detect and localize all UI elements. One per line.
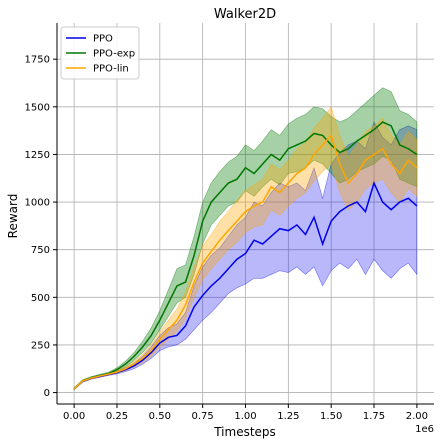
band-ppo (73, 121, 418, 391)
y-tick-label: 250 (31, 340, 50, 351)
y-tick-label: 1000 (25, 198, 50, 209)
x-tick-label: 1.50 (320, 411, 342, 422)
y-tick-label: 1500 (25, 102, 50, 113)
chart-title: Walker2D (214, 7, 276, 22)
x-tick-label: 0.00 (63, 411, 85, 422)
confidence-bands (73, 87, 418, 391)
x-tick-label: 1.75 (363, 411, 385, 422)
grid (57, 23, 434, 404)
y-ticks: 0 250 500 750 1000 1250 1500 1750 (25, 55, 57, 399)
y-tick-label: 1750 (25, 55, 50, 66)
x-axis-label: Timesteps (213, 425, 276, 439)
y-axis-label: Reward (6, 194, 20, 239)
band-ppo-lin (73, 106, 418, 391)
legend-box (60, 26, 140, 80)
x-tick-label: 1.00 (234, 411, 256, 422)
legend-label-ppo-lin: PPO-lin (93, 64, 129, 75)
x-tick-label: 0.50 (149, 411, 171, 422)
line-ppo (73, 180, 418, 390)
x-tick-label: 1.25 (277, 411, 299, 422)
x-tick-label: 0.75 (192, 411, 214, 422)
y-tick-label: 750 (31, 245, 50, 256)
y-tick-label: 500 (31, 293, 50, 304)
x-tick-label: 2.00 (406, 411, 428, 422)
y-tick-label: 1250 (25, 150, 50, 161)
legend: PPO PPO-exp PPO-lin (60, 26, 140, 80)
line-ppo-lin (73, 133, 418, 390)
x-tick-label: 0.25 (106, 411, 128, 422)
line-ppo-exp (73, 121, 418, 390)
series-lines (73, 121, 418, 390)
x-offset-label: 1e6 (415, 424, 434, 435)
legend-label-ppo-exp: PPO-exp (93, 49, 135, 60)
x-ticks: 0.00 0.25 0.50 0.75 1.00 1.25 1.50 1.75 2.00 (63, 404, 428, 422)
y-tick-label: 0 (44, 388, 50, 399)
legend-label-ppo: PPO (93, 34, 113, 45)
